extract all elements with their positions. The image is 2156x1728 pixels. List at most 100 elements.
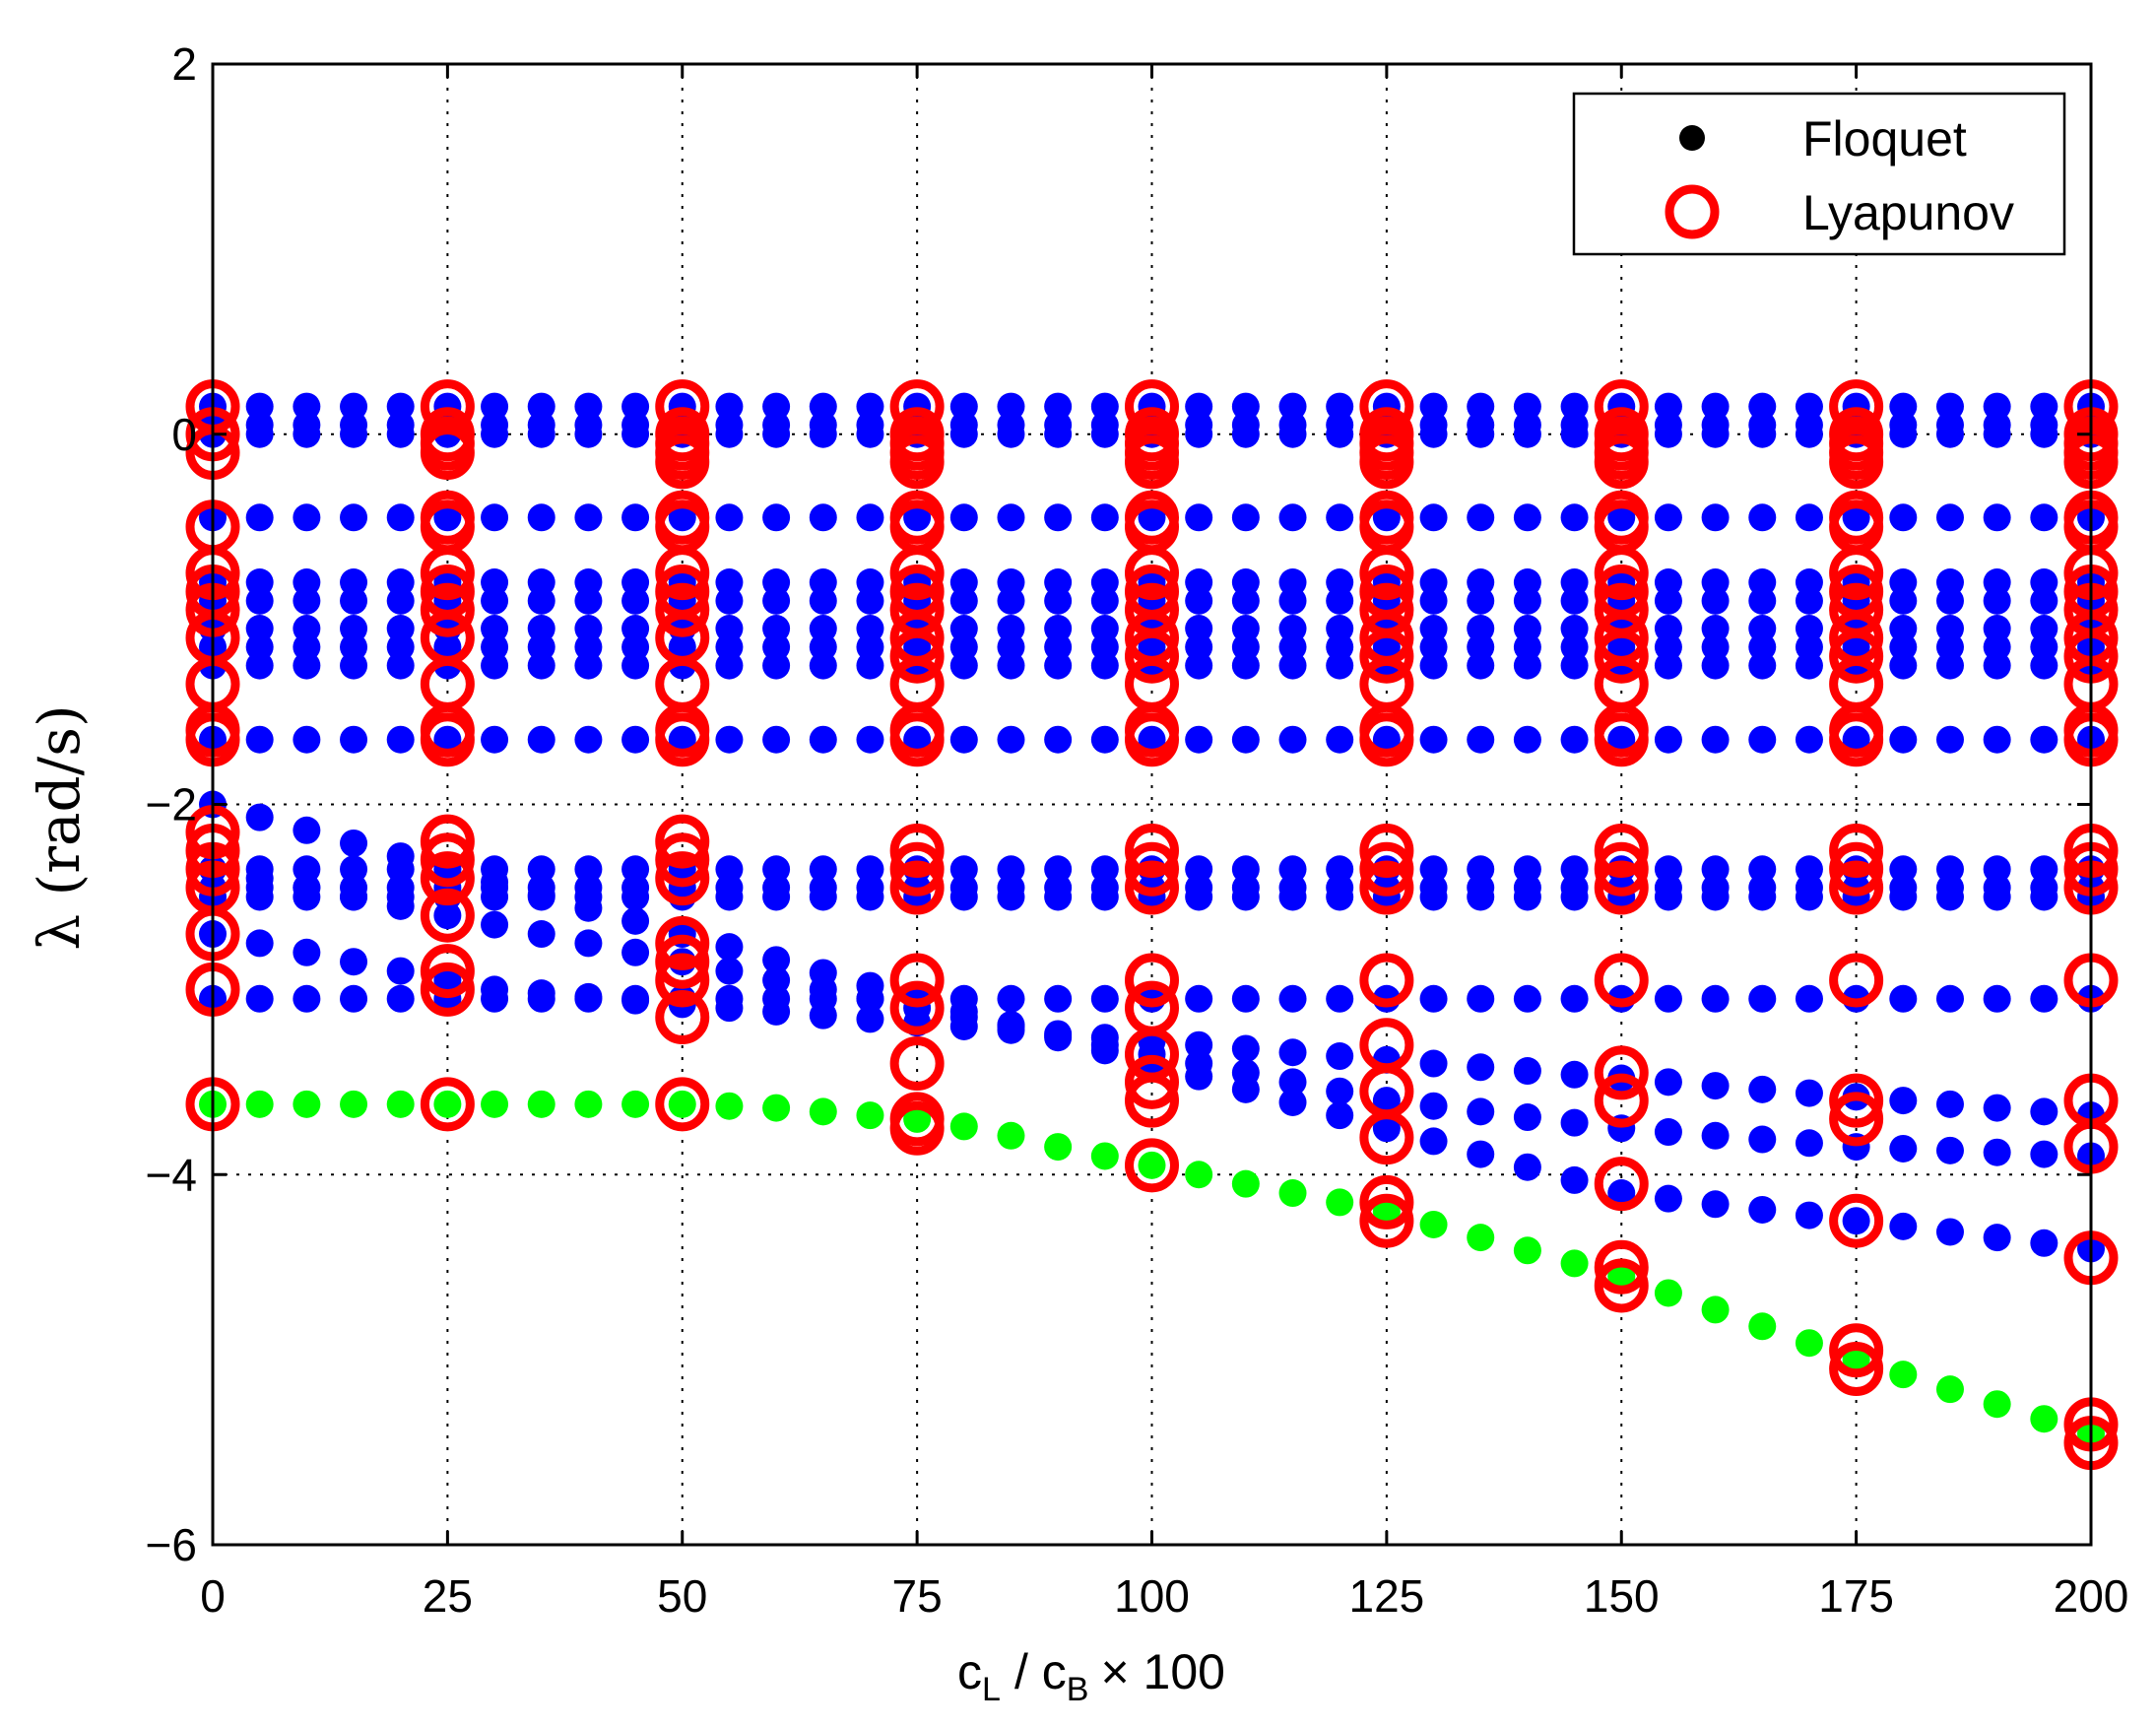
- floquet-point: [2030, 883, 2058, 911]
- floquet-point: [1654, 420, 1682, 448]
- floquet-point: [1278, 725, 1307, 754]
- floquet-point: [293, 984, 321, 1013]
- floquet-point: [340, 503, 368, 532]
- x-tick-label: 150: [1584, 1570, 1660, 1622]
- floquet-point: [340, 725, 368, 754]
- floquet-point: [997, 586, 1025, 615]
- floquet-point: [2030, 651, 2058, 680]
- floquet-point: [949, 420, 978, 448]
- lyapunov-point: [1359, 860, 1414, 915]
- lyapunov-point: [1359, 841, 1414, 897]
- floquet-point: [386, 892, 415, 920]
- floquet-point: [1795, 1329, 1823, 1358]
- floquet-point: [1701, 586, 1730, 615]
- lyapunov-point: [655, 1077, 710, 1132]
- lyapunov-point: [1594, 823, 1649, 878]
- floquet-point: [386, 984, 415, 1013]
- floquet-point: [1607, 1179, 1636, 1208]
- floquet-point: [1185, 420, 1213, 448]
- floquet-point: [245, 420, 274, 448]
- floquet-point: [621, 883, 650, 911]
- floquet-point: [809, 883, 837, 911]
- floquet-point: [1560, 420, 1589, 448]
- floquet-point: [2030, 1229, 2058, 1257]
- floquet-point: [527, 1090, 555, 1118]
- floquet-point: [1044, 1133, 1073, 1162]
- floquet-point: [1983, 586, 2011, 615]
- lyapunov-point: [1125, 629, 1179, 684]
- floquet-point: [1513, 586, 1541, 615]
- floquet-point: [1090, 1024, 1119, 1052]
- floquet-point: [481, 651, 509, 680]
- lyapunov-point: [1829, 1073, 1884, 1128]
- floquet-point: [2030, 503, 2058, 532]
- x-tick-label: 100: [1114, 1570, 1190, 1622]
- floquet-point: [856, 1005, 884, 1033]
- floquet-point: [1935, 1090, 1964, 1118]
- y-axis-label: λ (rad/s): [26, 704, 93, 950]
- floquet-point: [621, 725, 650, 754]
- floquet-point: [621, 503, 650, 532]
- floquet-point: [293, 816, 321, 844]
- floquet-point: [1231, 883, 1260, 911]
- floquet-point: [1467, 651, 1495, 680]
- floquet-point: [2030, 1097, 2058, 1126]
- legend: Floquet Lyapunov: [1572, 92, 2066, 256]
- floquet-point: [1044, 984, 1073, 1013]
- floquet-point: [1278, 1179, 1307, 1208]
- floquet-point: [762, 946, 791, 974]
- lyapunov-point: [655, 712, 710, 767]
- floquet-point: [1372, 725, 1401, 754]
- lyapunov-point: [420, 712, 475, 767]
- floquet-point: [1513, 725, 1541, 754]
- floquet-point: [1185, 725, 1213, 754]
- floquet-point: [2030, 1140, 2058, 1168]
- floquet-point: [245, 651, 274, 680]
- floquet-point: [574, 984, 603, 1013]
- lyapunov-point: [889, 712, 945, 767]
- lyapunov-point: [1829, 1323, 1884, 1378]
- floquet-point: [1654, 1068, 1682, 1097]
- floquet-point: [668, 725, 696, 754]
- floquet-point: [340, 883, 368, 911]
- floquet-point: [527, 586, 555, 615]
- floquet-point: [1795, 1201, 1823, 1230]
- floquet-point: [1513, 1057, 1541, 1086]
- floquet-point: [949, 1112, 978, 1141]
- lyapunov-point: [1125, 841, 1179, 897]
- lyapunov-point: [889, 823, 945, 878]
- floquet-point: [1090, 651, 1119, 680]
- floquet-point: [1701, 420, 1730, 448]
- floquet-point: [715, 586, 744, 615]
- floquet-point: [1748, 725, 1777, 754]
- floquet-point: [574, 420, 603, 448]
- x-axis-label-times: × 100: [1100, 1644, 1225, 1699]
- floquet-point: [1185, 984, 1213, 1013]
- x-tick-label: 25: [423, 1570, 473, 1622]
- floquet-point: [1090, 503, 1119, 532]
- floquet-point: [1326, 984, 1354, 1013]
- lyapunov-point: [1359, 629, 1414, 684]
- floquet-point: [386, 1090, 415, 1118]
- floquet-point: [856, 420, 884, 448]
- x-tick-label: 175: [1818, 1570, 1894, 1622]
- floquet-point: [997, 651, 1025, 680]
- floquet-point: [1842, 1207, 1870, 1235]
- floquet-point: [856, 1101, 884, 1130]
- floquet-point: [574, 503, 603, 532]
- floquet-point: [1889, 586, 1918, 615]
- lyapunov-point: [655, 546, 710, 601]
- floquet-point: [386, 503, 415, 532]
- floquet-point: [1560, 883, 1589, 911]
- lyapunov-point: [889, 860, 945, 915]
- floquet-point: [1090, 420, 1119, 448]
- floquet-point: [1419, 1092, 1448, 1120]
- floquet-point: [574, 586, 603, 615]
- floquet-point: [1513, 503, 1541, 532]
- floquet-point: [481, 910, 509, 939]
- x-tick-label: 200: [2054, 1570, 2129, 1622]
- floquet-point: [1513, 883, 1541, 911]
- floquet-point: [1467, 984, 1495, 1013]
- floquet-point: [245, 984, 274, 1013]
- floquet-point: [1560, 725, 1589, 754]
